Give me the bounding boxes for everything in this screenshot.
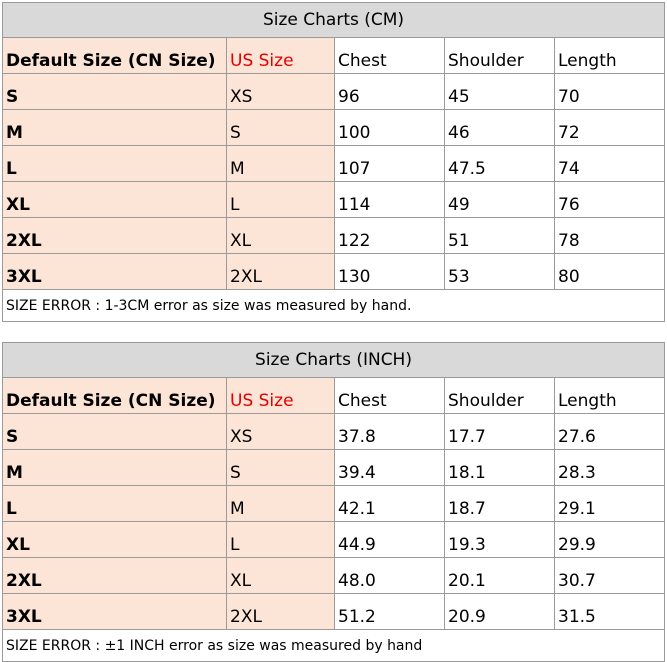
cell: 42.1 [334,485,445,522]
cell: M [226,485,335,522]
size-table: Size Charts (CM) Default Size (CN Size) US… [1,2,666,322]
cell: M [2,449,227,486]
cell: 100 [334,109,445,146]
data-row: 3XL 2XL 130 53 80 [2,253,666,290]
cell: 114 [334,181,445,218]
cell: 18.1 [444,449,555,486]
cell: M [226,145,335,182]
cell: 80 [553,253,666,290]
note: SIZE ERROR : ±1 INCH error as size was m… [1,629,666,662]
data-row: 3XL 2XL 51.2 20.9 31.5 [2,593,666,630]
cell: 47.5 [444,145,555,182]
cell: 78 [553,217,666,254]
cell: 3XL [2,253,227,290]
cell: 122 [334,217,445,254]
cell: 20.1 [444,557,555,594]
cell: 45 [444,73,555,110]
cell: XL [2,181,227,218]
cell: 17.7 [444,413,555,450]
table-body: Size Charts (INCH) Default Size (CN Size)… [1,342,666,662]
header-cell: Length [553,37,666,74]
data-row: M S 39.4 18.1 28.3 [2,449,666,486]
cell: L [226,181,335,218]
cell: 39.4 [334,449,445,486]
cell: 19.3 [444,521,555,558]
header-cell: Length [553,377,666,414]
size-table: Size Charts (INCH) Default Size (CN Size)… [1,342,666,662]
note-row: SIZE ERROR : 1-3CM error as size was mea… [1,289,666,322]
cell: S [2,73,227,110]
header-row: Default Size (CN Size) US Size Chest Should… [2,377,666,414]
data-row: 2XL XL 48.0 20.1 30.7 [2,557,666,594]
cell: XS [226,413,335,450]
cell: 96 [334,73,445,110]
header-row: Default Size (CN Size) US Size Chest Should… [2,37,666,74]
data-row: M S 100 46 72 [2,109,666,146]
data-row: XL L 114 49 76 [2,181,666,218]
cell: 46 [444,109,555,146]
table-body: Size Charts (CM) Default Size (CN Size) US… [1,2,666,322]
header-cell: Shoulder [444,377,555,414]
cell: 70 [553,73,666,110]
header-cell: Shoulder [444,37,555,74]
cell: 2XL [226,593,335,630]
note: SIZE ERROR : 1-3CM error as size was mea… [1,289,666,322]
cell: S [226,109,335,146]
data-row: XL L 44.9 19.3 29.9 [2,521,666,558]
cell: S [2,413,227,450]
cell: 31.5 [553,593,666,630]
cell: 44.9 [334,521,445,558]
note-row: SIZE ERROR : ±1 INCH error as size was m… [1,629,666,662]
data-row: L M 107 47.5 74 [2,145,666,182]
header-cell: Default Size (CN Size) [2,37,227,74]
data-row: S XS 37.8 17.7 27.6 [2,413,666,450]
header-cell: US Size [226,37,335,74]
cell: 20.9 [444,593,555,630]
cell: M [2,109,227,146]
data-row: L M 42.1 18.7 29.1 [2,485,666,522]
header-cell: Chest [334,37,445,74]
cell: 107 [334,145,445,182]
cell: XL [2,521,227,558]
cell: XS [226,73,335,110]
cell: 48.0 [334,557,445,594]
cell: 49 [444,181,555,218]
cell: 51.2 [334,593,445,630]
header-cell: Default Size (CN Size) [2,377,227,414]
cell: 2XL [2,557,227,594]
data-row: S XS 96 45 70 [2,73,666,110]
cell: 18.7 [444,485,555,522]
table-title: Size Charts (INCH) [1,342,666,378]
cell: 27.6 [553,413,666,450]
cell: 29.1 [553,485,666,522]
table-title: Size Charts (CM) [1,2,666,38]
cell: 74 [553,145,666,182]
cell: 28.3 [553,449,666,486]
cell: L [2,485,227,522]
cell: 72 [553,109,666,146]
header-cell: US Size [226,377,335,414]
cell: L [226,521,335,558]
cell: 29.9 [553,521,666,558]
cell: 51 [444,217,555,254]
cell: 30.7 [553,557,666,594]
cell: S [226,449,335,486]
cell: XL [226,557,335,594]
cell: L [2,145,227,182]
cell: 37.8 [334,413,445,450]
cell: 53 [444,253,555,290]
data-row: 2XL XL 122 51 78 [2,217,666,254]
header-cell: Chest [334,377,445,414]
cell: 130 [334,253,445,290]
cell: XL [226,217,335,254]
cell: 2XL [2,217,227,254]
cell: 3XL [2,593,227,630]
cell: 76 [553,181,666,218]
cell: 2XL [226,253,335,290]
title-row: Size Charts (INCH) [1,342,666,378]
title-row: Size Charts (CM) [1,2,666,38]
